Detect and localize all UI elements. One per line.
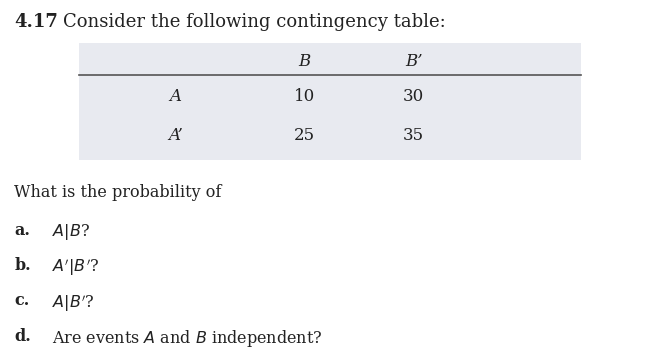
Text: $A|B'$?: $A|B'$? bbox=[52, 292, 94, 314]
Text: $A'|B'$?: $A'|B'$? bbox=[52, 257, 99, 278]
Text: What is the probability of: What is the probability of bbox=[14, 184, 222, 201]
Text: Consider the following contingency table:: Consider the following contingency table… bbox=[63, 13, 445, 31]
Text: B’: B’ bbox=[405, 53, 422, 70]
Text: A’: A’ bbox=[168, 127, 182, 144]
Text: c.: c. bbox=[14, 292, 30, 309]
Text: b.: b. bbox=[14, 257, 31, 274]
Text: 10: 10 bbox=[294, 88, 315, 105]
Text: d.: d. bbox=[14, 328, 31, 345]
FancyBboxPatch shape bbox=[79, 43, 581, 160]
Text: 25: 25 bbox=[294, 127, 314, 144]
Text: Are events $A$ and $B$ independent?: Are events $A$ and $B$ independent? bbox=[52, 328, 322, 347]
Text: B: B bbox=[298, 53, 311, 70]
Text: 4.17: 4.17 bbox=[14, 13, 58, 31]
Text: $A|B$?: $A|B$? bbox=[52, 222, 90, 242]
Text: 30: 30 bbox=[403, 88, 424, 105]
Text: 35: 35 bbox=[403, 127, 424, 144]
Text: a.: a. bbox=[14, 222, 30, 239]
Text: A: A bbox=[170, 88, 181, 105]
